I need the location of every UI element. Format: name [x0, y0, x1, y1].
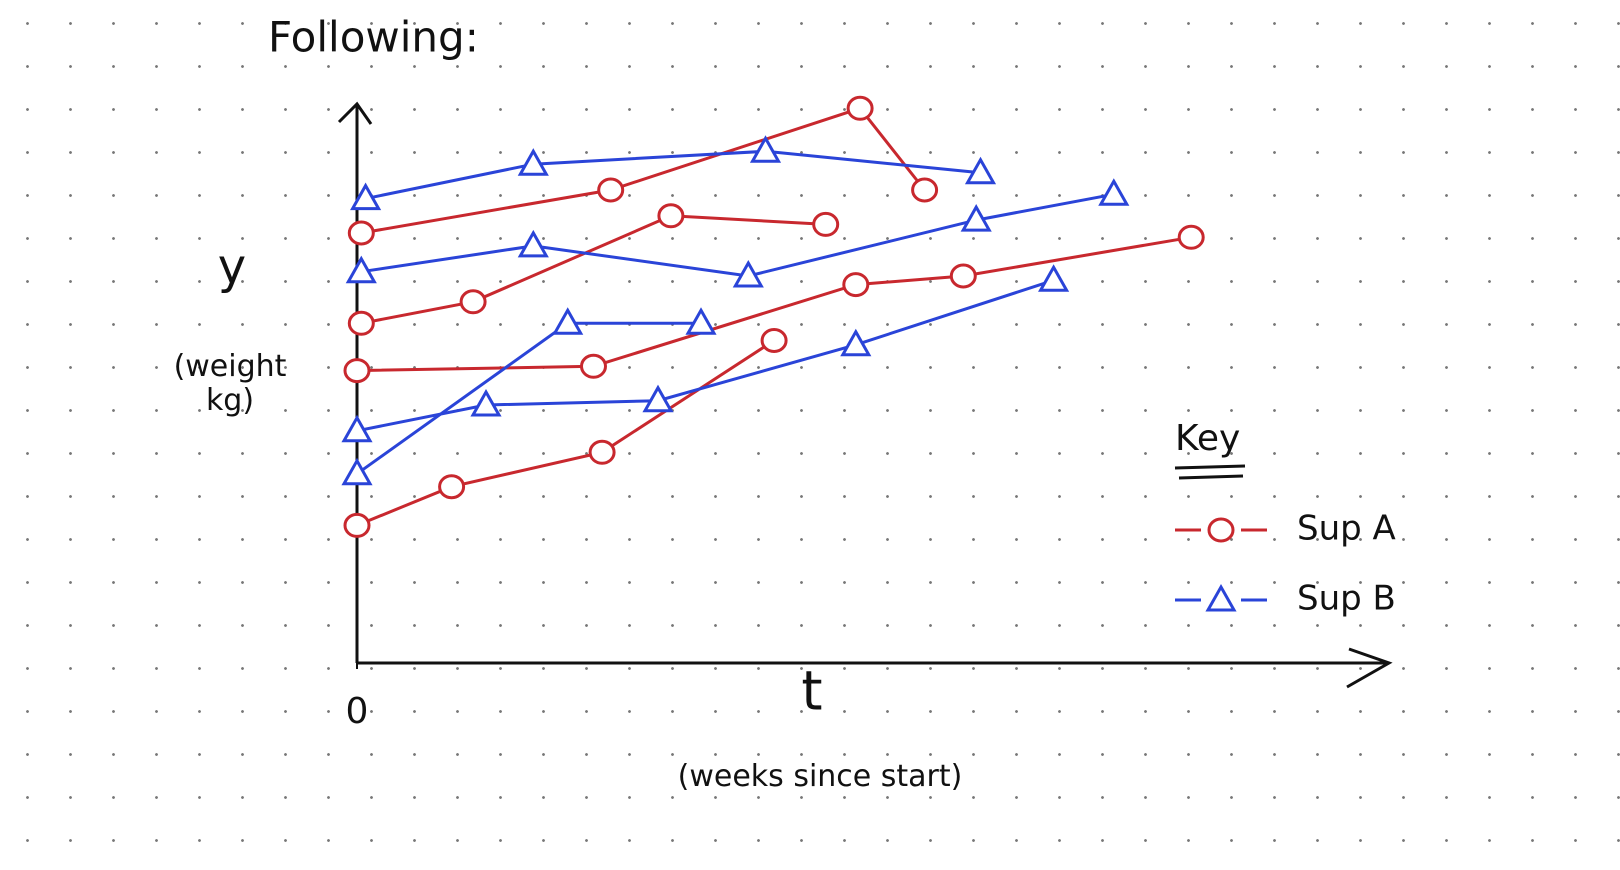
marker — [842, 272, 870, 298]
legend-marker — [1207, 517, 1235, 543]
marker — [341, 414, 373, 443]
y-axis-arrow — [337, 101, 373, 125]
marker — [350, 182, 382, 211]
marker — [749, 135, 782, 163]
marker — [470, 388, 502, 417]
marker — [964, 156, 997, 185]
marker — [347, 220, 375, 246]
marker — [685, 307, 717, 335]
series-line — [356, 339, 775, 527]
series-line — [361, 192, 1115, 278]
y-axis-label: y — [218, 239, 246, 295]
marker — [517, 148, 549, 176]
marker — [588, 439, 616, 465]
marker — [438, 474, 466, 500]
marker — [552, 307, 584, 335]
marker — [1177, 224, 1205, 250]
marker — [732, 259, 764, 288]
marker — [597, 177, 625, 203]
x-axis-arrow — [1346, 647, 1393, 689]
marker — [949, 263, 977, 289]
marker — [343, 512, 371, 538]
marker — [347, 310, 375, 336]
marker — [517, 229, 549, 258]
marker — [343, 358, 371, 384]
x-axis-note: (weeks since start) — [677, 759, 963, 794]
marker — [960, 204, 992, 232]
marker — [1038, 264, 1070, 292]
marker — [846, 95, 874, 121]
marker — [345, 255, 377, 284]
marker — [812, 211, 840, 237]
marker — [911, 177, 939, 203]
x-axis-label: t — [801, 660, 822, 723]
x-tick-label: 0 — [346, 691, 369, 732]
y-axis-note: (weight kg) — [173, 349, 287, 418]
marker — [459, 289, 487, 315]
series-line — [356, 321, 701, 476]
marker — [341, 457, 373, 486]
legend-label: Sup B — [1297, 579, 1396, 619]
marker — [657, 203, 685, 229]
legend-title: Key — [1175, 418, 1240, 459]
marker — [580, 353, 607, 379]
legend-underline — [1174, 464, 1246, 480]
chart-title: Following: — [268, 13, 479, 62]
legend-marker — [1205, 583, 1237, 612]
series-line — [361, 106, 926, 235]
marker — [642, 384, 674, 413]
marker — [840, 328, 872, 357]
legend-label: Sup A — [1297, 509, 1396, 549]
marker — [760, 328, 788, 353]
series-line — [361, 214, 826, 325]
marker — [1098, 178, 1130, 206]
series-line — [365, 149, 981, 201]
